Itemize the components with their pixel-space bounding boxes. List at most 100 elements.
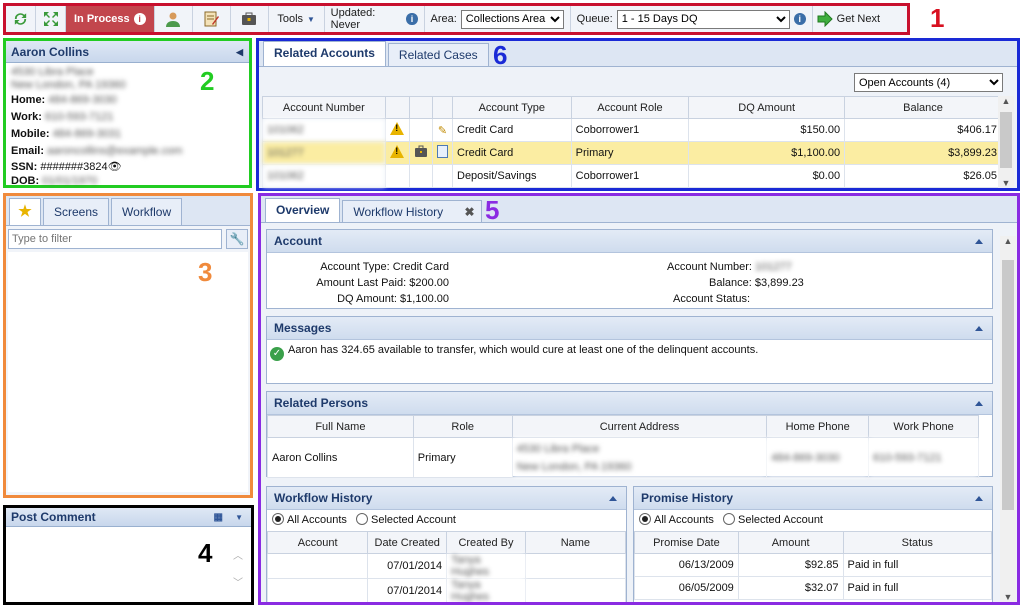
queue-select[interactable]: 1 - 15 Days DQ	[616, 9, 790, 29]
contact-name: Aaron Collins	[11, 45, 90, 59]
account-number-field: Account Number: 101277	[667, 261, 792, 273]
in-process-button[interactable]: In Process i	[66, 6, 155, 32]
workflow-history-header[interactable]: Workflow History	[267, 487, 626, 510]
account-section-header[interactable]: Account	[267, 230, 992, 253]
related-scrollbar[interactable]: ▲ ▼	[998, 96, 1014, 188]
expand-button[interactable]	[36, 6, 66, 32]
all-accounts-radio[interactable]	[272, 513, 284, 525]
account-type: Credit Card	[452, 141, 572, 165]
table-row[interactable]: 07/01/2014 Tanya Hughes	[266, 553, 627, 579]
col-account-type[interactable]: Account Type	[452, 96, 572, 119]
col-account[interactable]: Account	[266, 531, 369, 554]
col-flag[interactable]	[384, 96, 410, 119]
col-status[interactable]: Status	[842, 531, 993, 554]
col-promise-date[interactable]: Promise Date	[634, 531, 739, 554]
person-address-line-1: 4530 Libra Place	[516, 442, 600, 455]
refresh-button[interactable]	[6, 6, 36, 32]
customer-button[interactable]	[155, 6, 193, 32]
col-amount[interactable]: Amount	[737, 531, 844, 554]
chevron-down-icon[interactable]: ▼	[235, 513, 243, 522]
tab-workflow-history[interactable]: Workflow History ✖	[342, 200, 482, 222]
scroll-down-icon[interactable]: ▼	[1003, 592, 1013, 602]
grid-header-row: Account Date Created Created By Name	[266, 531, 627, 554]
get-next-button[interactable]: Get Next	[813, 6, 884, 32]
notes-button[interactable]	[193, 6, 231, 32]
table-row[interactable]: 06/13/2009 $92.85 Paid in full	[634, 553, 993, 577]
col-note[interactable]	[431, 96, 454, 119]
created-by: Tanya Hughes	[446, 578, 526, 602]
collapse-icon[interactable]	[975, 326, 983, 331]
area-select[interactable]: Collections Area	[460, 9, 564, 29]
collapse-icon[interactable]	[609, 496, 617, 501]
col-date-created[interactable]: Date Created	[367, 531, 448, 554]
selected-account-radio[interactable]	[722, 513, 735, 525]
refresh-icon	[14, 13, 27, 25]
col-name[interactable]: Name	[524, 531, 627, 554]
comment-scroll-up-icon[interactable]: ︿	[233, 551, 243, 562]
message-text: Aaron has 324.65 available to transfer, …	[288, 344, 759, 356]
col-created-by[interactable]: Created By	[446, 531, 526, 554]
table-row[interactable]: 101062 Deposit/Savings Coborrower1 $0.00…	[262, 164, 1002, 188]
save-icon[interactable]: ▦	[213, 512, 223, 523]
notepad-icon	[204, 11, 220, 27]
tab-related-accounts[interactable]: Related Accounts	[263, 41, 386, 66]
filter-settings-button[interactable]: 🔧	[226, 229, 248, 249]
person-icon	[166, 12, 181, 27]
comment-scroll-down-icon[interactable]: ﹀	[233, 578, 243, 589]
collapse-icon[interactable]	[975, 401, 983, 406]
col-work-phone[interactable]: Work Phone	[868, 415, 979, 438]
col-account-role[interactable]: Account Role	[570, 96, 690, 119]
tab-workflow[interactable]: Workflow	[111, 198, 183, 225]
messages-section-title: Messages	[274, 321, 332, 335]
comment-textarea[interactable]	[8, 529, 230, 601]
account-type: Deposit/Savings	[452, 164, 572, 188]
messages-section-header[interactable]: Messages	[267, 317, 992, 340]
close-icon[interactable]: ✖	[464, 205, 475, 219]
tab-overview[interactable]: Overview	[265, 198, 341, 222]
eye-icon[interactable]: 👁	[107, 161, 122, 173]
scroll-thumb[interactable]	[1002, 260, 1014, 510]
table-row[interactable]: 101062 ✎ Credit Card Coborrower1 $150.00…	[262, 118, 1002, 142]
promise-status: Paid in full	[842, 553, 993, 577]
table-row[interactable]: Aaron Collins Primary 4530 Libra Place Ne…	[267, 437, 979, 478]
col-full-name[interactable]: Full Name	[267, 415, 414, 438]
scroll-up-icon[interactable]: ▲	[1003, 236, 1013, 246]
col-account-number[interactable]: Account Number	[262, 96, 386, 119]
scroll-thumb[interactable]	[1000, 112, 1012, 168]
promise-history-header[interactable]: Promise History	[634, 487, 992, 510]
collapse-icon[interactable]	[975, 496, 983, 501]
collapse-left-icon[interactable]: ◀	[236, 47, 243, 57]
date-created: 07/01/2014	[367, 578, 448, 602]
table-row[interactable]: 07/01/2014 Tanya Hughes	[266, 578, 627, 602]
account-number: 101277	[262, 141, 386, 165]
promise-status: Paid in full	[842, 576, 993, 600]
table-row[interactable]: 06/05/2009 $32.07 Paid in full	[634, 576, 993, 600]
workflow-history-grid: Account Date Created Created By Name 07/…	[266, 531, 627, 602]
tab-screens[interactable]: Screens	[43, 198, 110, 225]
workflow-history-title: Workflow History	[274, 491, 373, 505]
col-dq-amount[interactable]: DQ Amount	[688, 96, 846, 119]
side-content	[8, 252, 248, 492]
col-role[interactable]: Role	[412, 415, 513, 438]
person-home-phone: 484-869-3030	[766, 437, 870, 478]
filter-input[interactable]	[8, 229, 222, 249]
tab-favorites[interactable]: ★	[9, 198, 41, 225]
col-home-phone[interactable]: Home Phone	[766, 415, 870, 438]
tab-related-cases[interactable]: Related Cases	[387, 43, 489, 66]
selected-account-radio[interactable]	[355, 513, 368, 525]
briefcase-icon	[408, 141, 433, 165]
briefcase-button[interactable]	[231, 6, 269, 32]
open-accounts-select[interactable]: Open Accounts (4)	[854, 73, 1003, 92]
related-persons-header[interactable]: Related Persons	[267, 392, 992, 415]
table-row[interactable]: 101277 Credit Card Primary $1,100.00 $3,…	[262, 141, 1002, 165]
ssn-label: SSN:	[11, 161, 38, 173]
col-balance[interactable]: Balance	[844, 96, 1002, 119]
all-accounts-radio[interactable]	[639, 513, 651, 525]
tools-menu[interactable]: Tools ▼	[269, 6, 325, 32]
overview-scrollbar[interactable]: ▲ ▼	[1000, 236, 1016, 602]
col-icon[interactable]	[408, 96, 433, 119]
scroll-down-icon[interactable]: ▼	[1001, 178, 1011, 188]
col-current-address[interactable]: Current Address	[511, 415, 768, 438]
scroll-up-icon[interactable]: ▲	[1001, 96, 1011, 106]
collapse-icon[interactable]	[975, 239, 983, 244]
